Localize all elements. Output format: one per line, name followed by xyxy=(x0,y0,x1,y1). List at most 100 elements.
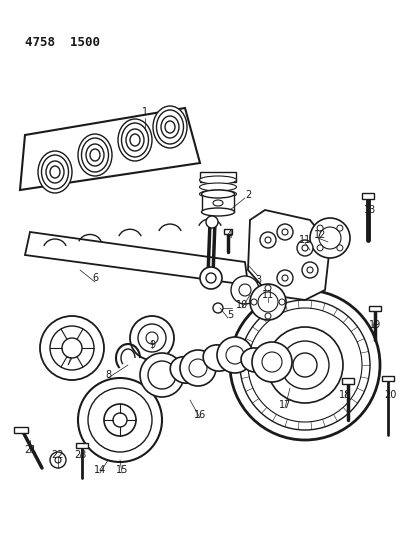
Circle shape xyxy=(148,361,176,389)
Circle shape xyxy=(252,342,292,382)
Ellipse shape xyxy=(202,190,235,198)
Circle shape xyxy=(230,290,380,440)
Text: 9: 9 xyxy=(149,340,155,350)
Circle shape xyxy=(140,353,184,397)
Text: 6: 6 xyxy=(92,273,98,283)
Text: 13: 13 xyxy=(364,205,376,215)
Ellipse shape xyxy=(157,110,184,144)
Bar xyxy=(369,306,381,311)
Circle shape xyxy=(231,276,259,304)
Circle shape xyxy=(213,303,223,313)
Text: 11: 11 xyxy=(262,290,274,300)
Text: 11: 11 xyxy=(299,235,311,245)
Text: 3: 3 xyxy=(255,275,261,285)
Ellipse shape xyxy=(82,138,109,172)
Circle shape xyxy=(277,224,293,240)
Circle shape xyxy=(302,262,318,278)
Bar xyxy=(200,172,236,182)
Bar xyxy=(14,427,28,433)
Circle shape xyxy=(267,327,343,403)
Bar xyxy=(362,193,374,199)
Circle shape xyxy=(55,457,61,463)
Ellipse shape xyxy=(161,116,179,138)
Ellipse shape xyxy=(213,200,223,206)
Ellipse shape xyxy=(118,119,152,161)
Circle shape xyxy=(104,404,136,436)
Text: 7: 7 xyxy=(65,357,71,367)
Circle shape xyxy=(88,388,152,452)
Circle shape xyxy=(317,225,323,231)
Circle shape xyxy=(50,326,94,370)
Text: 4: 4 xyxy=(227,230,233,240)
Text: 18: 18 xyxy=(339,390,351,400)
Circle shape xyxy=(113,413,127,427)
Ellipse shape xyxy=(42,155,69,189)
Circle shape xyxy=(206,273,216,283)
Circle shape xyxy=(50,452,66,468)
Circle shape xyxy=(265,313,271,319)
Text: 22: 22 xyxy=(52,450,64,460)
Ellipse shape xyxy=(153,106,187,148)
Circle shape xyxy=(279,299,285,305)
Ellipse shape xyxy=(170,357,200,383)
Ellipse shape xyxy=(130,134,140,146)
Circle shape xyxy=(200,267,222,289)
Circle shape xyxy=(240,300,370,430)
Ellipse shape xyxy=(200,176,237,184)
Text: 21: 21 xyxy=(24,445,36,455)
Circle shape xyxy=(317,245,323,251)
Ellipse shape xyxy=(46,161,64,183)
Ellipse shape xyxy=(122,123,149,157)
Text: 16: 16 xyxy=(194,410,206,420)
Text: 2: 2 xyxy=(245,190,251,200)
Circle shape xyxy=(251,299,257,305)
Text: 23: 23 xyxy=(74,450,86,460)
Bar xyxy=(382,376,394,381)
Ellipse shape xyxy=(90,149,100,161)
Text: 12: 12 xyxy=(314,230,326,240)
Polygon shape xyxy=(20,108,200,190)
Circle shape xyxy=(302,245,308,251)
Ellipse shape xyxy=(241,348,269,372)
Text: 19: 19 xyxy=(369,320,381,330)
Ellipse shape xyxy=(200,190,237,198)
Circle shape xyxy=(310,218,350,258)
Text: 1: 1 xyxy=(142,107,148,117)
Circle shape xyxy=(180,350,216,386)
Circle shape xyxy=(265,285,271,291)
Ellipse shape xyxy=(78,134,112,176)
Circle shape xyxy=(282,275,288,281)
Circle shape xyxy=(258,292,278,312)
Circle shape xyxy=(337,225,343,231)
Circle shape xyxy=(138,324,166,352)
Ellipse shape xyxy=(126,129,144,151)
Circle shape xyxy=(262,352,282,372)
Text: 14: 14 xyxy=(94,465,106,475)
Ellipse shape xyxy=(86,144,104,166)
Circle shape xyxy=(319,227,341,249)
Circle shape xyxy=(293,353,317,377)
Text: 5: 5 xyxy=(227,310,233,320)
Circle shape xyxy=(189,359,207,377)
Circle shape xyxy=(217,337,253,373)
Circle shape xyxy=(281,341,329,389)
Bar xyxy=(76,443,88,448)
Text: 15: 15 xyxy=(116,465,128,475)
Circle shape xyxy=(226,346,244,364)
Ellipse shape xyxy=(203,345,233,371)
Circle shape xyxy=(297,240,313,256)
Ellipse shape xyxy=(202,208,235,216)
Circle shape xyxy=(78,378,162,462)
Circle shape xyxy=(239,284,251,296)
Polygon shape xyxy=(25,232,248,285)
Circle shape xyxy=(250,284,286,320)
Circle shape xyxy=(206,216,218,228)
Circle shape xyxy=(277,270,293,286)
Circle shape xyxy=(265,237,271,243)
Text: 4758  1500: 4758 1500 xyxy=(25,36,100,49)
Ellipse shape xyxy=(200,183,237,191)
Text: 8: 8 xyxy=(105,370,111,380)
Text: 10: 10 xyxy=(236,300,248,310)
Ellipse shape xyxy=(38,151,72,193)
Text: 20: 20 xyxy=(384,390,396,400)
